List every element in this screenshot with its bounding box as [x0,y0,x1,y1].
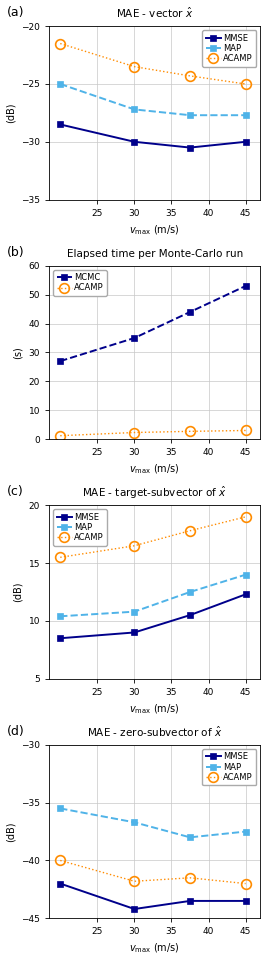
MMSE [188,142,192,154]
Text: (c): (c) [7,485,24,499]
Line: MAP: MAP [57,571,249,620]
MMSE [188,895,192,906]
Title: MAE - vector $\hat{x}$: MAE - vector $\hat{x}$ [116,6,193,20]
Text: (d): (d) [7,725,25,738]
Legend: MMSE, MAP, ACAMP: MMSE, MAP, ACAMP [202,749,256,785]
MAP [133,817,136,828]
Line: MMSE: MMSE [57,880,249,913]
Y-axis label: (dB): (dB) [6,103,15,123]
Legend: MMSE, MAP, ACAMP: MMSE, MAP, ACAMP [53,509,107,546]
MAP [59,610,62,622]
MMSE [133,136,136,148]
MCMC [188,307,192,318]
ACAMP [188,872,192,883]
MAP [133,605,136,617]
MMSE [188,609,192,621]
MAP [244,569,247,580]
MMSE [244,136,247,148]
Line: MMSE: MMSE [57,591,249,642]
X-axis label: $v_{\mathrm{max}}$ (m/s): $v_{\mathrm{max}}$ (m/s) [130,223,180,236]
MMSE [59,119,62,131]
ACAMP [59,430,62,441]
MMSE [244,895,247,906]
Line: ACAMP: ACAMP [55,855,251,888]
ACAMP [188,426,192,437]
MCMC [244,281,247,292]
MMSE [133,903,136,915]
ACAMP [133,61,136,72]
X-axis label: $v_{\mathrm{max}}$ (m/s): $v_{\mathrm{max}}$ (m/s) [130,702,180,716]
ACAMP [244,511,247,523]
ACAMP [244,78,247,89]
Text: (a): (a) [7,7,24,19]
ACAMP [133,540,136,552]
Title: MAE - zero-subvector of $\hat{x}$: MAE - zero-subvector of $\hat{x}$ [87,725,222,738]
ACAMP [188,525,192,536]
Legend: MCMC, ACAMP: MCMC, ACAMP [53,270,107,296]
ACAMP [244,425,247,436]
MAP [59,78,62,89]
MAP [133,104,136,115]
ACAMP [133,875,136,887]
Line: ACAMP: ACAMP [55,426,251,440]
ACAMP [188,70,192,82]
ACAMP [133,427,136,438]
Line: MAP: MAP [57,805,249,841]
Legend: MMSE, MAP, ACAMP: MMSE, MAP, ACAMP [202,31,256,66]
Line: MAP: MAP [57,81,249,118]
MAP [244,110,247,121]
X-axis label: $v_{\mathrm{max}}$ (m/s): $v_{\mathrm{max}}$ (m/s) [130,942,180,955]
MAP [244,825,247,837]
MCMC [133,333,136,344]
MAP [59,802,62,814]
MMSE [244,588,247,600]
X-axis label: $v_{\mathrm{max}}$ (m/s): $v_{\mathrm{max}}$ (m/s) [130,463,180,477]
Line: MMSE: MMSE [57,121,249,151]
Y-axis label: (dB): (dB) [13,581,23,603]
Text: (b): (b) [7,246,24,259]
Line: ACAMP: ACAMP [55,512,251,562]
ACAMP [59,552,62,563]
Title: MAE - target-subvector of $\hat{x}$: MAE - target-subvector of $\hat{x}$ [82,484,227,501]
MAP [188,586,192,598]
MMSE [59,632,62,644]
Y-axis label: (s): (s) [13,346,23,358]
ACAMP [59,37,62,49]
MCMC [59,356,62,367]
Line: ACAMP: ACAMP [55,38,251,88]
MMSE [133,627,136,638]
Title: Elapsed time per Monte-Carlo run: Elapsed time per Monte-Carlo run [67,250,243,259]
Y-axis label: (dB): (dB) [6,822,15,842]
MMSE [59,877,62,889]
Line: MCMC: MCMC [57,283,249,364]
ACAMP [244,877,247,889]
MAP [188,110,192,121]
ACAMP [59,854,62,866]
MAP [188,831,192,843]
